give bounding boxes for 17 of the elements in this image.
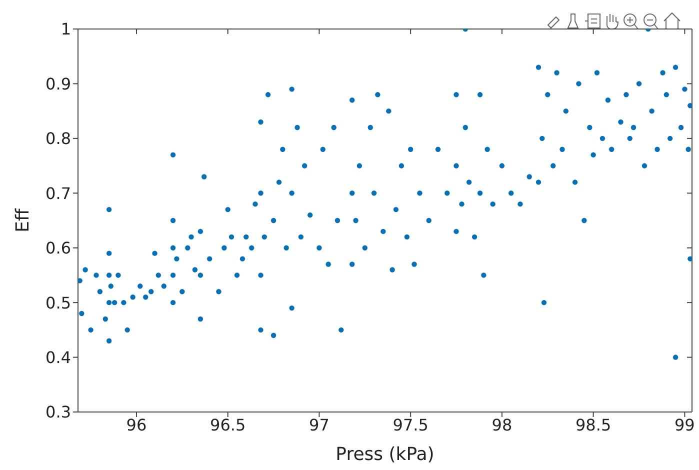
y-tick-label: 0.3 — [46, 402, 71, 422]
x-tick-label: 99 — [674, 415, 695, 434]
y-tick-label: 0.6 — [46, 238, 71, 258]
y-axis-title: Eff — [12, 208, 34, 232]
y-tick-label: 0.9 — [46, 74, 71, 94]
x-tick-label: 96.5 — [210, 415, 246, 434]
y-tick-label: 0.4 — [46, 348, 71, 367]
x-tick-label: 97 — [309, 415, 330, 434]
y-tick-label: 0.7 — [46, 184, 71, 203]
y-tick-label: 0.5 — [46, 293, 71, 312]
y-tick-label: 0.8 — [46, 129, 71, 148]
x-axis-title: Press (kPa) — [336, 444, 434, 465]
x-tick-label: 98 — [492, 415, 512, 434]
x-tick-label: 97.5 — [392, 415, 428, 434]
x-tick-label: 98.5 — [576, 415, 612, 434]
y-tick-label: 1 — [60, 20, 71, 39]
x-tick-label: 96 — [126, 415, 147, 434]
